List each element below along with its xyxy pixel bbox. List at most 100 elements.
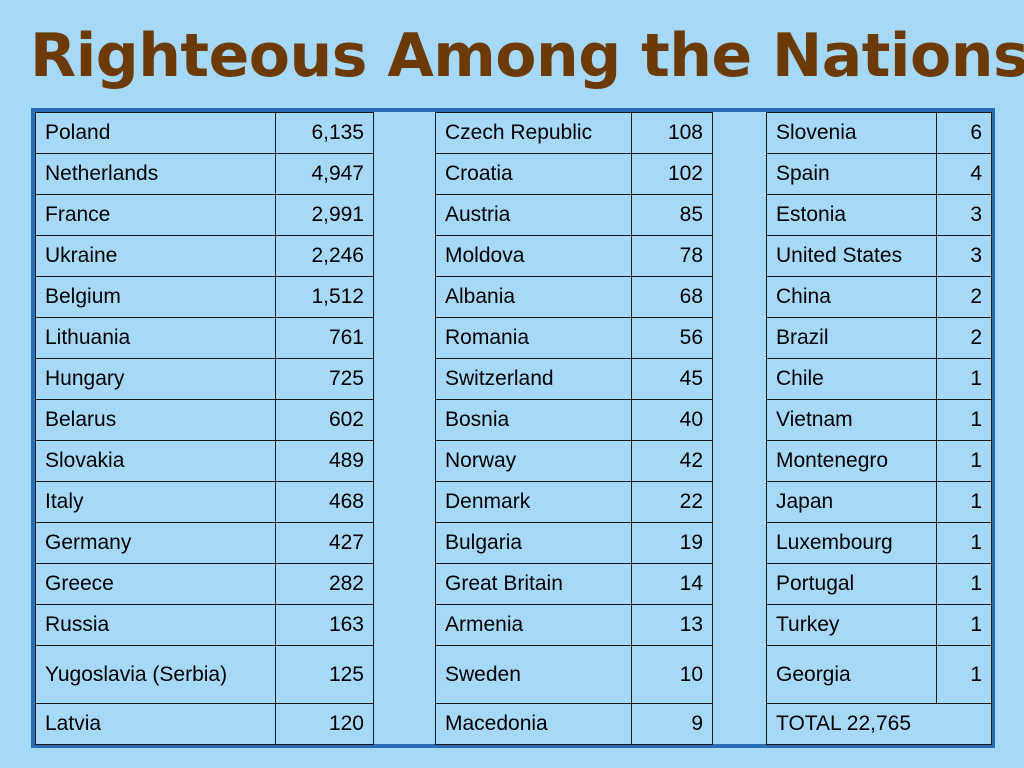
table-row: Russia 163 Armenia 13 Turkey 1 — [35, 604, 992, 646]
table-row: Belarus 602 Bosnia 40 Vietnam 1 — [35, 399, 992, 441]
column-gap — [712, 358, 767, 400]
country-cell: Ukraine — [35, 235, 276, 277]
column-gap — [373, 645, 436, 704]
country-cell: Latvia — [35, 703, 276, 745]
column-gap — [373, 194, 436, 236]
country-cell: Turkey — [766, 604, 937, 646]
count-cell: 108 — [631, 112, 713, 154]
table-row: France 2,991 Austria 85 Estonia 3 — [35, 194, 992, 236]
count-cell: 1 — [936, 440, 992, 482]
column-gap — [712, 604, 767, 646]
count-cell: 19 — [631, 522, 713, 564]
count-cell: 4,947 — [275, 153, 374, 195]
table-row: Germany 427 Bulgaria 19 Luxembourg 1 — [35, 522, 992, 564]
count-cell: 10 — [631, 645, 713, 704]
count-cell: 68 — [631, 276, 713, 318]
column-gap — [712, 235, 767, 277]
count-cell: 2 — [936, 317, 992, 359]
column-gap — [373, 604, 436, 646]
count-cell: 2,246 — [275, 235, 374, 277]
column-gap — [373, 276, 436, 318]
column-gap — [712, 399, 767, 441]
column-gap — [712, 645, 767, 704]
country-cell: Denmark — [435, 481, 632, 523]
count-cell: 6 — [936, 112, 992, 154]
count-cell: 1 — [936, 522, 992, 564]
count-cell: 489 — [275, 440, 374, 482]
column-gap — [712, 481, 767, 523]
country-cell: Slovenia — [766, 112, 937, 154]
count-cell: 1 — [936, 645, 992, 704]
righteous-table: Poland 6,135 Czech Republic 108 Slovenia 6 Net… — [35, 112, 992, 745]
country-cell: Bosnia — [435, 399, 632, 441]
count-cell: 14 — [631, 563, 713, 605]
country-cell: Spain — [766, 153, 937, 195]
count-cell: 1 — [936, 481, 992, 523]
count-cell: 85 — [631, 194, 713, 236]
country-cell: Montenegro — [766, 440, 937, 482]
column-gap — [373, 317, 436, 359]
count-cell: 468 — [275, 481, 374, 523]
count-cell: 1 — [936, 358, 992, 400]
count-cell: 120 — [275, 703, 374, 745]
country-cell: Lithuania — [35, 317, 276, 359]
country-cell: Brazil — [766, 317, 937, 359]
country-cell: Great Britain — [435, 563, 632, 605]
country-cell: Netherlands — [35, 153, 276, 195]
country-cell: Sweden — [435, 645, 632, 704]
count-cell: 3 — [936, 235, 992, 277]
country-cell: Czech Republic — [435, 112, 632, 154]
table-row: Latvia 120 Macedonia 9 TOTAL 22,765 — [35, 703, 992, 745]
table-row: Italy 468 Denmark 22 Japan 1 — [35, 481, 992, 523]
column-gap — [712, 276, 767, 318]
country-cell: Greece — [35, 563, 276, 605]
country-cell: Romania — [435, 317, 632, 359]
column-gap — [712, 153, 767, 195]
column-gap — [373, 440, 436, 482]
count-cell: 22 — [631, 481, 713, 523]
country-cell: Estonia — [766, 194, 937, 236]
count-cell: 56 — [631, 317, 713, 359]
column-gap — [712, 194, 767, 236]
righteous-table-frame: Poland 6,135 Czech Republic 108 Slovenia 6 Net… — [31, 108, 995, 748]
table-body: Poland 6,135 Czech Republic 108 Slovenia 6 Net… — [35, 112, 992, 745]
count-cell: 2,991 — [275, 194, 374, 236]
column-gap — [373, 153, 436, 195]
country-cell: Croatia — [435, 153, 632, 195]
count-cell: 9 — [631, 703, 713, 745]
count-cell: 761 — [275, 317, 374, 359]
column-gap — [373, 235, 436, 277]
table-row: Netherlands 4,947 Croatia 102 Spain 4 — [35, 153, 992, 195]
count-cell: 1,512 — [275, 276, 374, 318]
country-cell: Russia — [35, 604, 276, 646]
country-cell: Japan — [766, 481, 937, 523]
country-cell: Hungary — [35, 358, 276, 400]
count-cell: 45 — [631, 358, 713, 400]
column-gap — [712, 563, 767, 605]
country-cell: France — [35, 194, 276, 236]
column-gap — [712, 317, 767, 359]
country-cell: Georgia — [766, 645, 937, 704]
count-cell: 125 — [275, 645, 374, 704]
count-cell: 725 — [275, 358, 374, 400]
count-cell: 40 — [631, 399, 713, 441]
column-gap — [373, 358, 436, 400]
table-row: Belgium 1,512 Albania 68 China 2 — [35, 276, 992, 318]
column-gap — [373, 563, 436, 605]
count-cell: 1 — [936, 604, 992, 646]
column-gap — [712, 522, 767, 564]
country-cell: Switzerland — [435, 358, 632, 400]
count-cell: 2 — [936, 276, 992, 318]
count-cell: 1 — [936, 563, 992, 605]
country-cell: Macedonia — [435, 703, 632, 745]
country-cell: Italy — [35, 481, 276, 523]
count-cell: 6,135 — [275, 112, 374, 154]
table-row: Lithuania 761 Romania 56 Brazil 2 — [35, 317, 992, 359]
table-row: Slovakia 489 Norway 42 Montenegro 1 — [35, 440, 992, 482]
column-gap — [712, 703, 767, 745]
country-cell: Norway — [435, 440, 632, 482]
column-gap — [712, 440, 767, 482]
count-cell: 42 — [631, 440, 713, 482]
country-cell: Vietnam — [766, 399, 937, 441]
table-row: Greece 282 Great Britain 14 Portugal 1 — [35, 563, 992, 605]
